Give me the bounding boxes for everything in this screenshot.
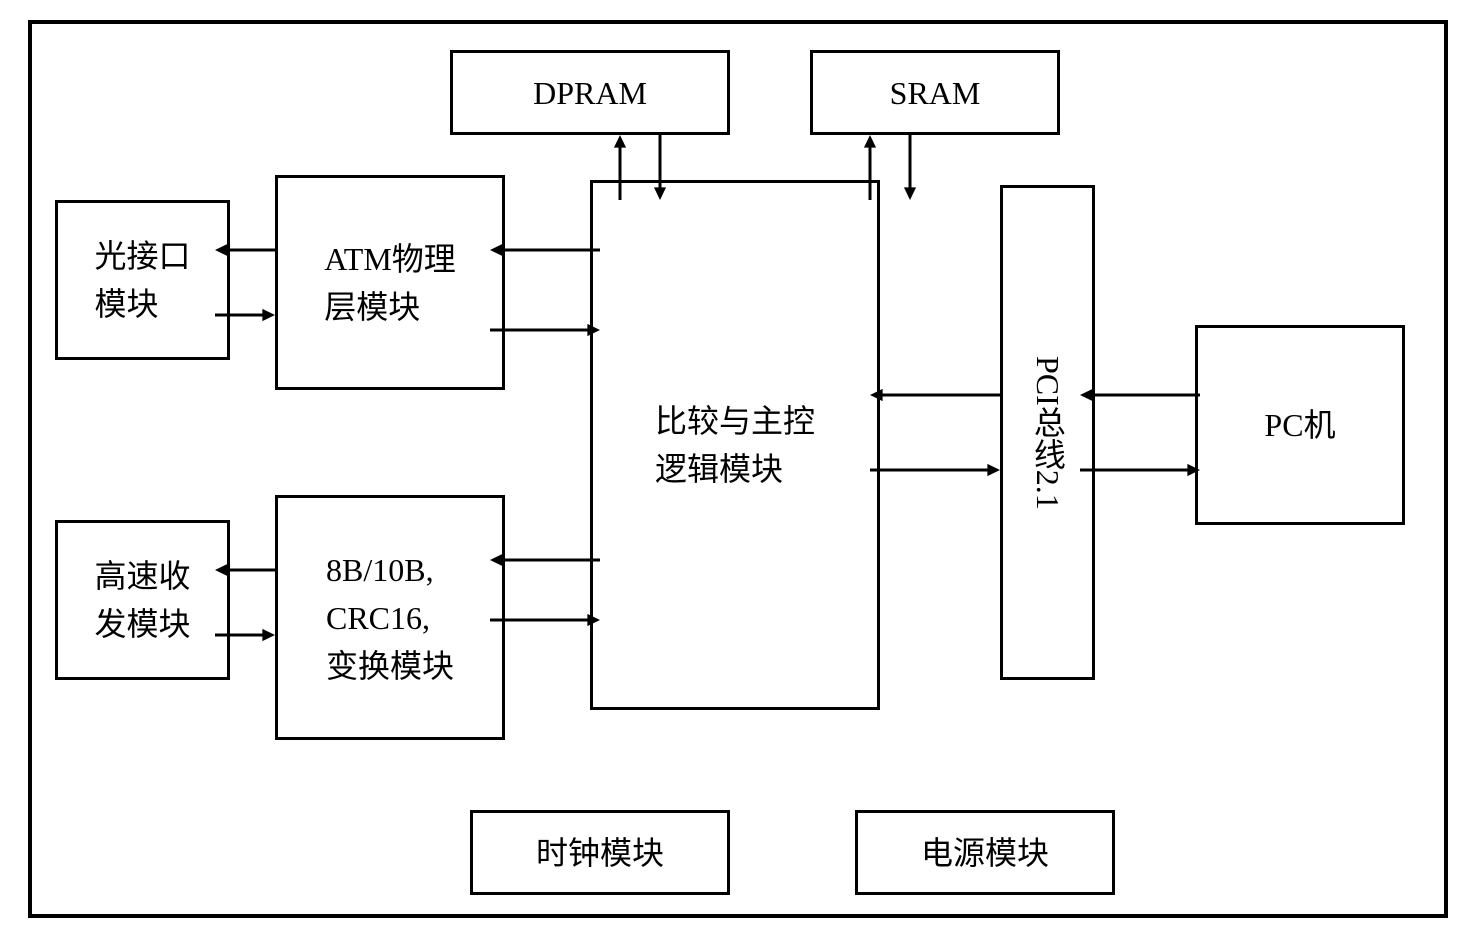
label-logic: 比较与主控 逻辑模块 [655, 397, 815, 493]
label-hispeed: 高速收 发模块 [94, 552, 190, 648]
block-atm: ATM物理 层模块 [275, 175, 505, 390]
block-hispeed: 高速收 发模块 [55, 520, 230, 680]
diagram-canvas: DPRAM SRAM 光接口 模块 ATM物理 层模块 高速收 发模块 8B/1… [0, 0, 1474, 939]
label-pc: PC机 [1264, 401, 1335, 449]
label-sram: SRAM [890, 69, 981, 117]
block-power: 电源模块 [855, 810, 1115, 895]
label-dpram: DPRAM [533, 69, 647, 117]
block-conv: 8B/10B, CRC16, 变换模块 [275, 495, 505, 740]
label-pci: PCI总线2.1 [1025, 356, 1070, 510]
label-optical: 光接口 模块 [94, 232, 190, 328]
block-pci: PCI总线2.1 [1000, 185, 1095, 680]
label-conv: 8B/10B, CRC16, 变换模块 [326, 546, 454, 690]
label-atm: ATM物理 层模块 [324, 235, 456, 331]
block-optical: 光接口 模块 [55, 200, 230, 360]
label-clock: 时钟模块 [536, 829, 664, 877]
label-power: 电源模块 [921, 829, 1049, 877]
block-dpram: DPRAM [450, 50, 730, 135]
block-clock: 时钟模块 [470, 810, 730, 895]
block-sram: SRAM [810, 50, 1060, 135]
block-pc: PC机 [1195, 325, 1405, 525]
block-logic: 比较与主控 逻辑模块 [590, 180, 880, 710]
